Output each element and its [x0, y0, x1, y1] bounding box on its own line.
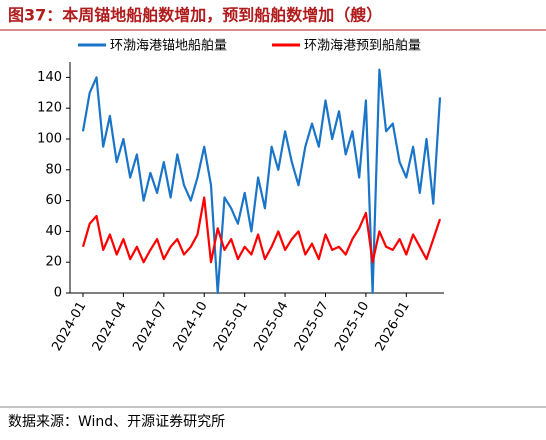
x-tick-label: 2024-07 [130, 299, 170, 354]
x-tick-label: 2024-10 [171, 299, 211, 354]
y-tick-label: 120 [37, 101, 62, 116]
legend-label: 环渤海港锚地船舶量 [110, 38, 227, 54]
x-tick-label: 2025-04 [251, 299, 291, 354]
source-note: 数据来源：Wind、开源证券研究所 [8, 414, 225, 430]
x-tick-label: 2025-07 [292, 299, 332, 354]
y-tick-label: 60 [45, 193, 62, 208]
y-tick-label: 20 [45, 255, 62, 270]
legend-label: 环渤海港预到船舶量 [304, 38, 421, 54]
x-tick-label: 2025-01 [211, 299, 251, 354]
x-tick-label: 2024-01 [49, 299, 89, 354]
series-line [81, 68, 442, 295]
y-tick-label: 0 [54, 286, 62, 301]
chart-title: 图37：本周锚地船舶数增加，预到船舶数增加（艘） [8, 6, 382, 25]
y-tick-label: 80 [45, 162, 62, 177]
series-line [81, 196, 442, 264]
x-tick-label: 2026-01 [373, 299, 413, 354]
x-tick-label: 2025-10 [332, 299, 372, 354]
y-tick-label: 100 [37, 132, 62, 147]
x-tick-label: 2024-04 [90, 299, 130, 354]
y-tick-label: 140 [37, 70, 62, 85]
y-tick-label: 40 [45, 224, 62, 239]
